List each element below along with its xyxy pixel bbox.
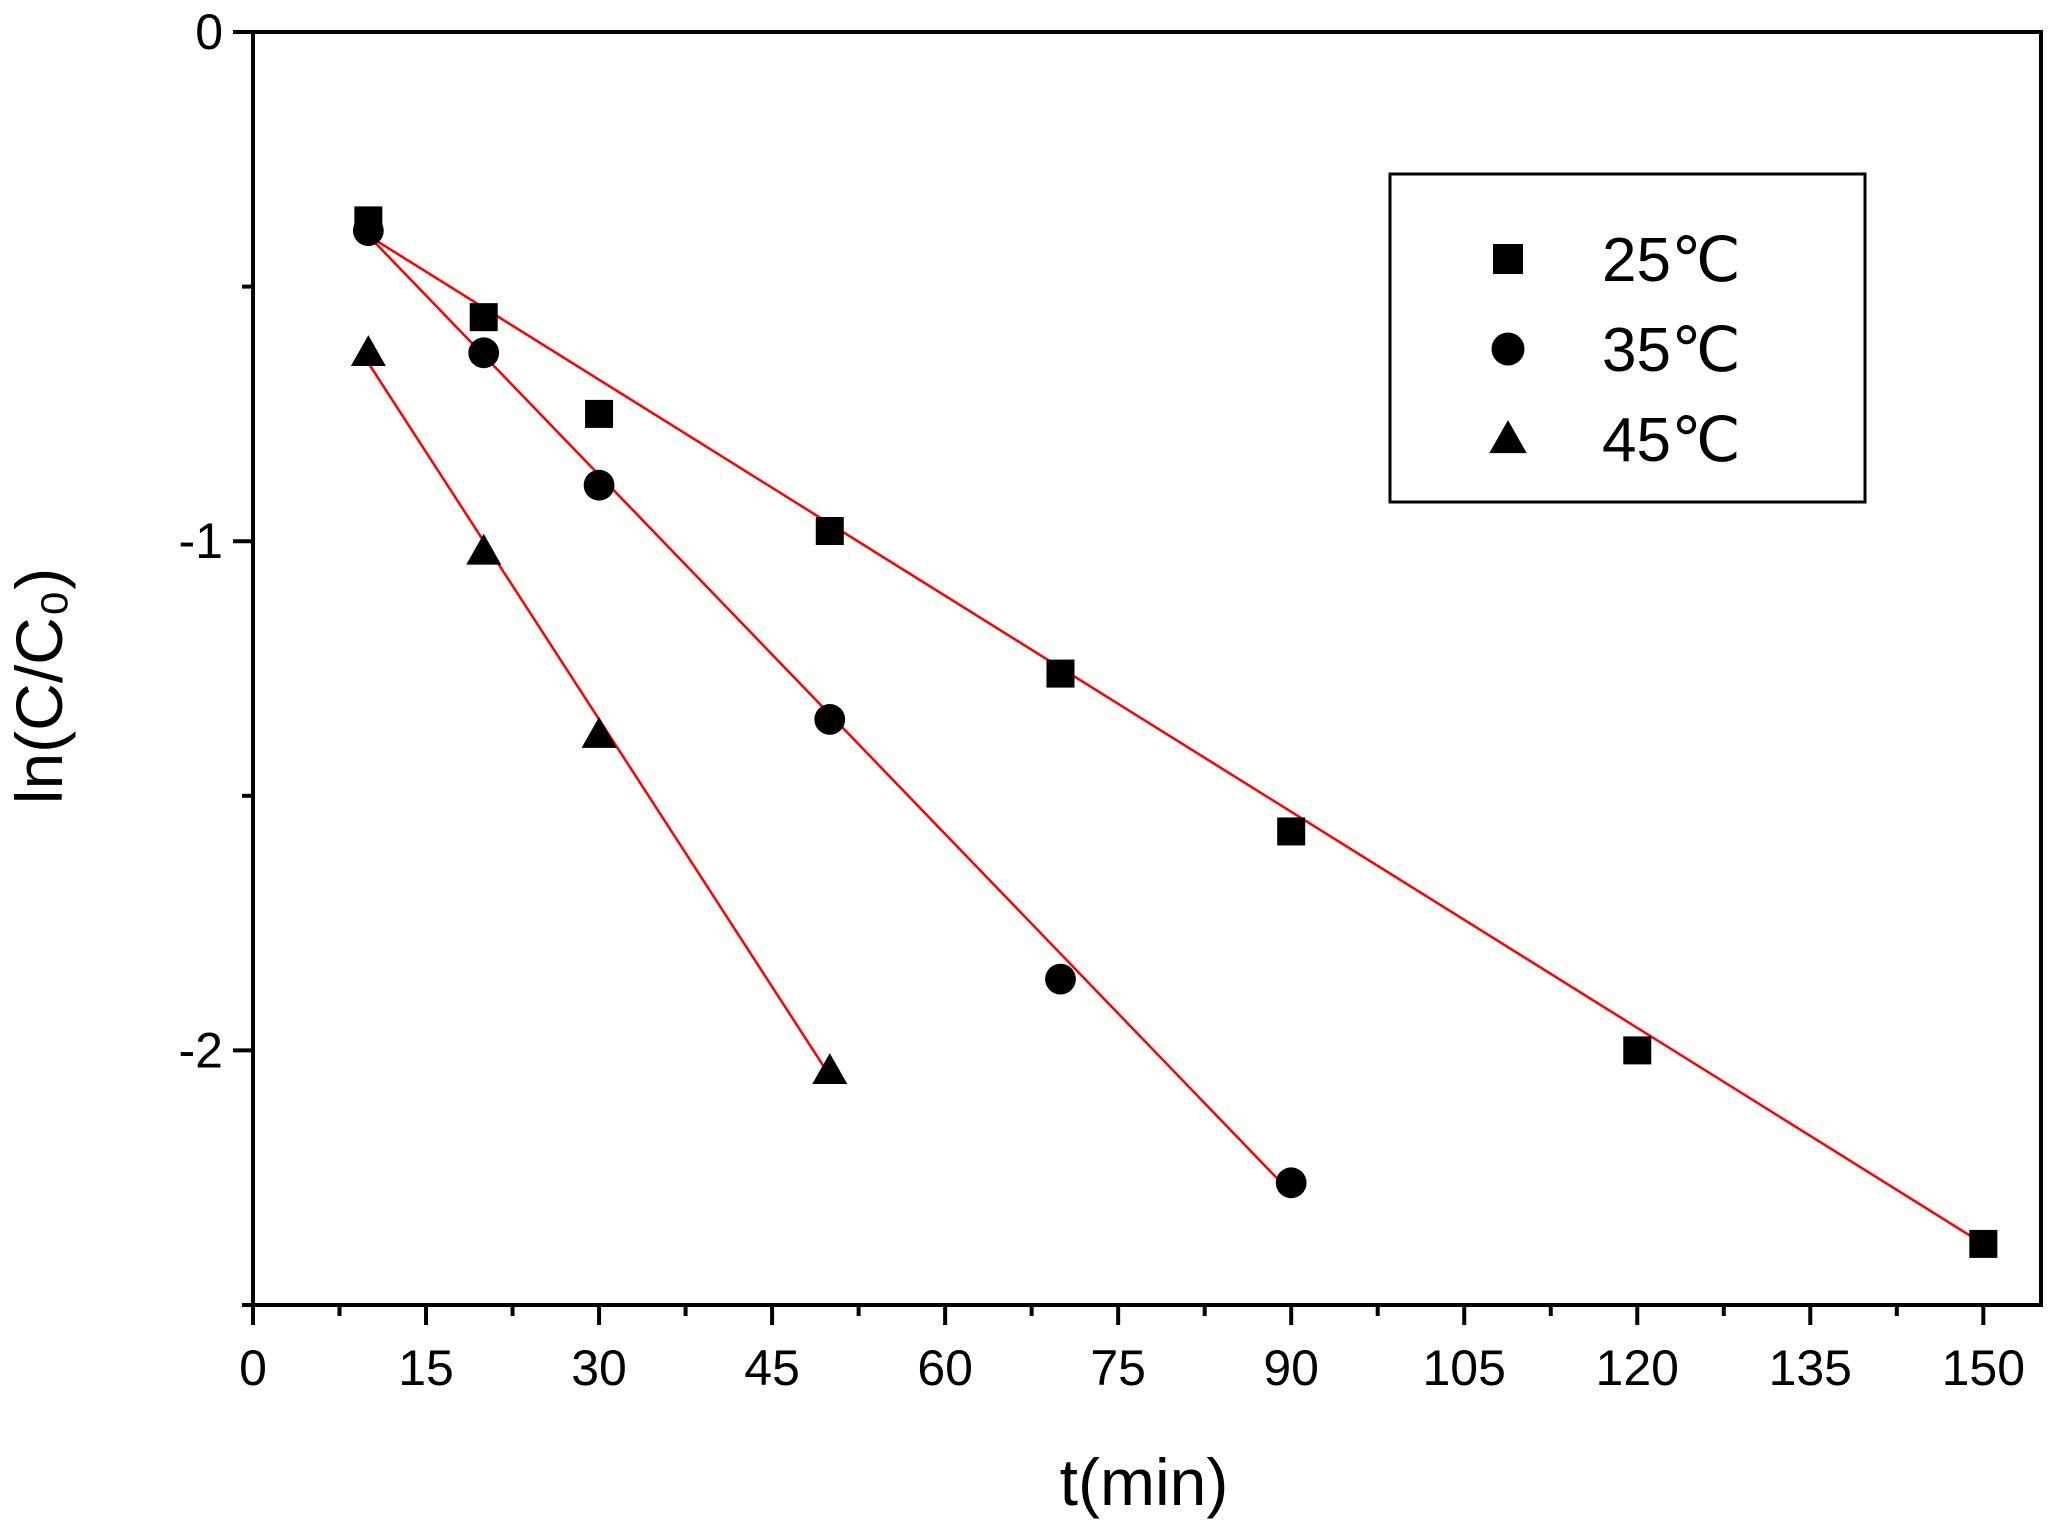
x-tick-label: 0 — [239, 1340, 267, 1396]
y-tick-label: -1 — [179, 513, 223, 569]
x-tick-label: 45 — [744, 1340, 800, 1396]
y-tick-label: 0 — [195, 4, 223, 60]
legend-label-series-3: 45℃ — [1602, 406, 1741, 475]
data-point-series-1 — [815, 517, 844, 546]
plot-area: 0 15 30 45 60 75 90 105 120 135 150 0 -1 -2 — [179, 4, 2043, 1396]
fit-line-series-1 — [367, 234, 1984, 1245]
x-tick-label: 30 — [571, 1340, 627, 1396]
data-point-series-2 — [352, 215, 384, 246]
x-tick-label: 60 — [917, 1340, 973, 1396]
data-point-series-1 — [1046, 659, 1075, 688]
x-tick-label: 150 — [1942, 1340, 2025, 1396]
legend: 25℃ 35℃ 45℃ — [1388, 172, 1867, 504]
legend-box — [1388, 172, 1867, 504]
data-point-series-1 — [1969, 1229, 1998, 1258]
legend-marker-series-2 — [1491, 332, 1525, 366]
data-point-series-1 — [1277, 817, 1306, 846]
y-axis-title: ln(C/C₀) — [2, 568, 76, 804]
x-tick-label: 15 — [398, 1340, 454, 1396]
data-point-series-3 — [812, 1053, 848, 1084]
data-point-series-3 — [466, 533, 502, 565]
y-tick-label: -2 — [179, 1022, 223, 1078]
data-point-series-2 — [583, 469, 615, 501]
legend-label-series-2: 35℃ — [1602, 316, 1741, 385]
x-tick-label: 90 — [1263, 1340, 1319, 1396]
plot-frame — [251, 30, 2043, 1307]
data-point-series-3 — [350, 335, 386, 367]
data-point-series-2 — [468, 337, 500, 369]
data-point-series-1 — [1623, 1036, 1652, 1065]
legend-label-series-1: 25℃ — [1602, 226, 1741, 295]
data-point-series-1 — [585, 399, 614, 428]
x-tick-label: 135 — [1769, 1340, 1852, 1396]
data-point-series-1 — [469, 303, 498, 332]
data-point-series-2 — [1275, 1167, 1307, 1199]
x-tick-label: 75 — [1090, 1340, 1146, 1396]
x-tick-label: 120 — [1596, 1340, 1679, 1396]
legend-marker-series-3 — [1489, 420, 1527, 454]
data-point-series-3 — [581, 717, 617, 748]
data-point-series-2 — [1045, 963, 1076, 995]
legend-marker-series-1 — [1493, 244, 1523, 274]
x-tick-label: 105 — [1423, 1340, 1506, 1396]
data-point-series-2 — [814, 704, 846, 735]
x-axis-title: t(min) — [1060, 1445, 1229, 1519]
